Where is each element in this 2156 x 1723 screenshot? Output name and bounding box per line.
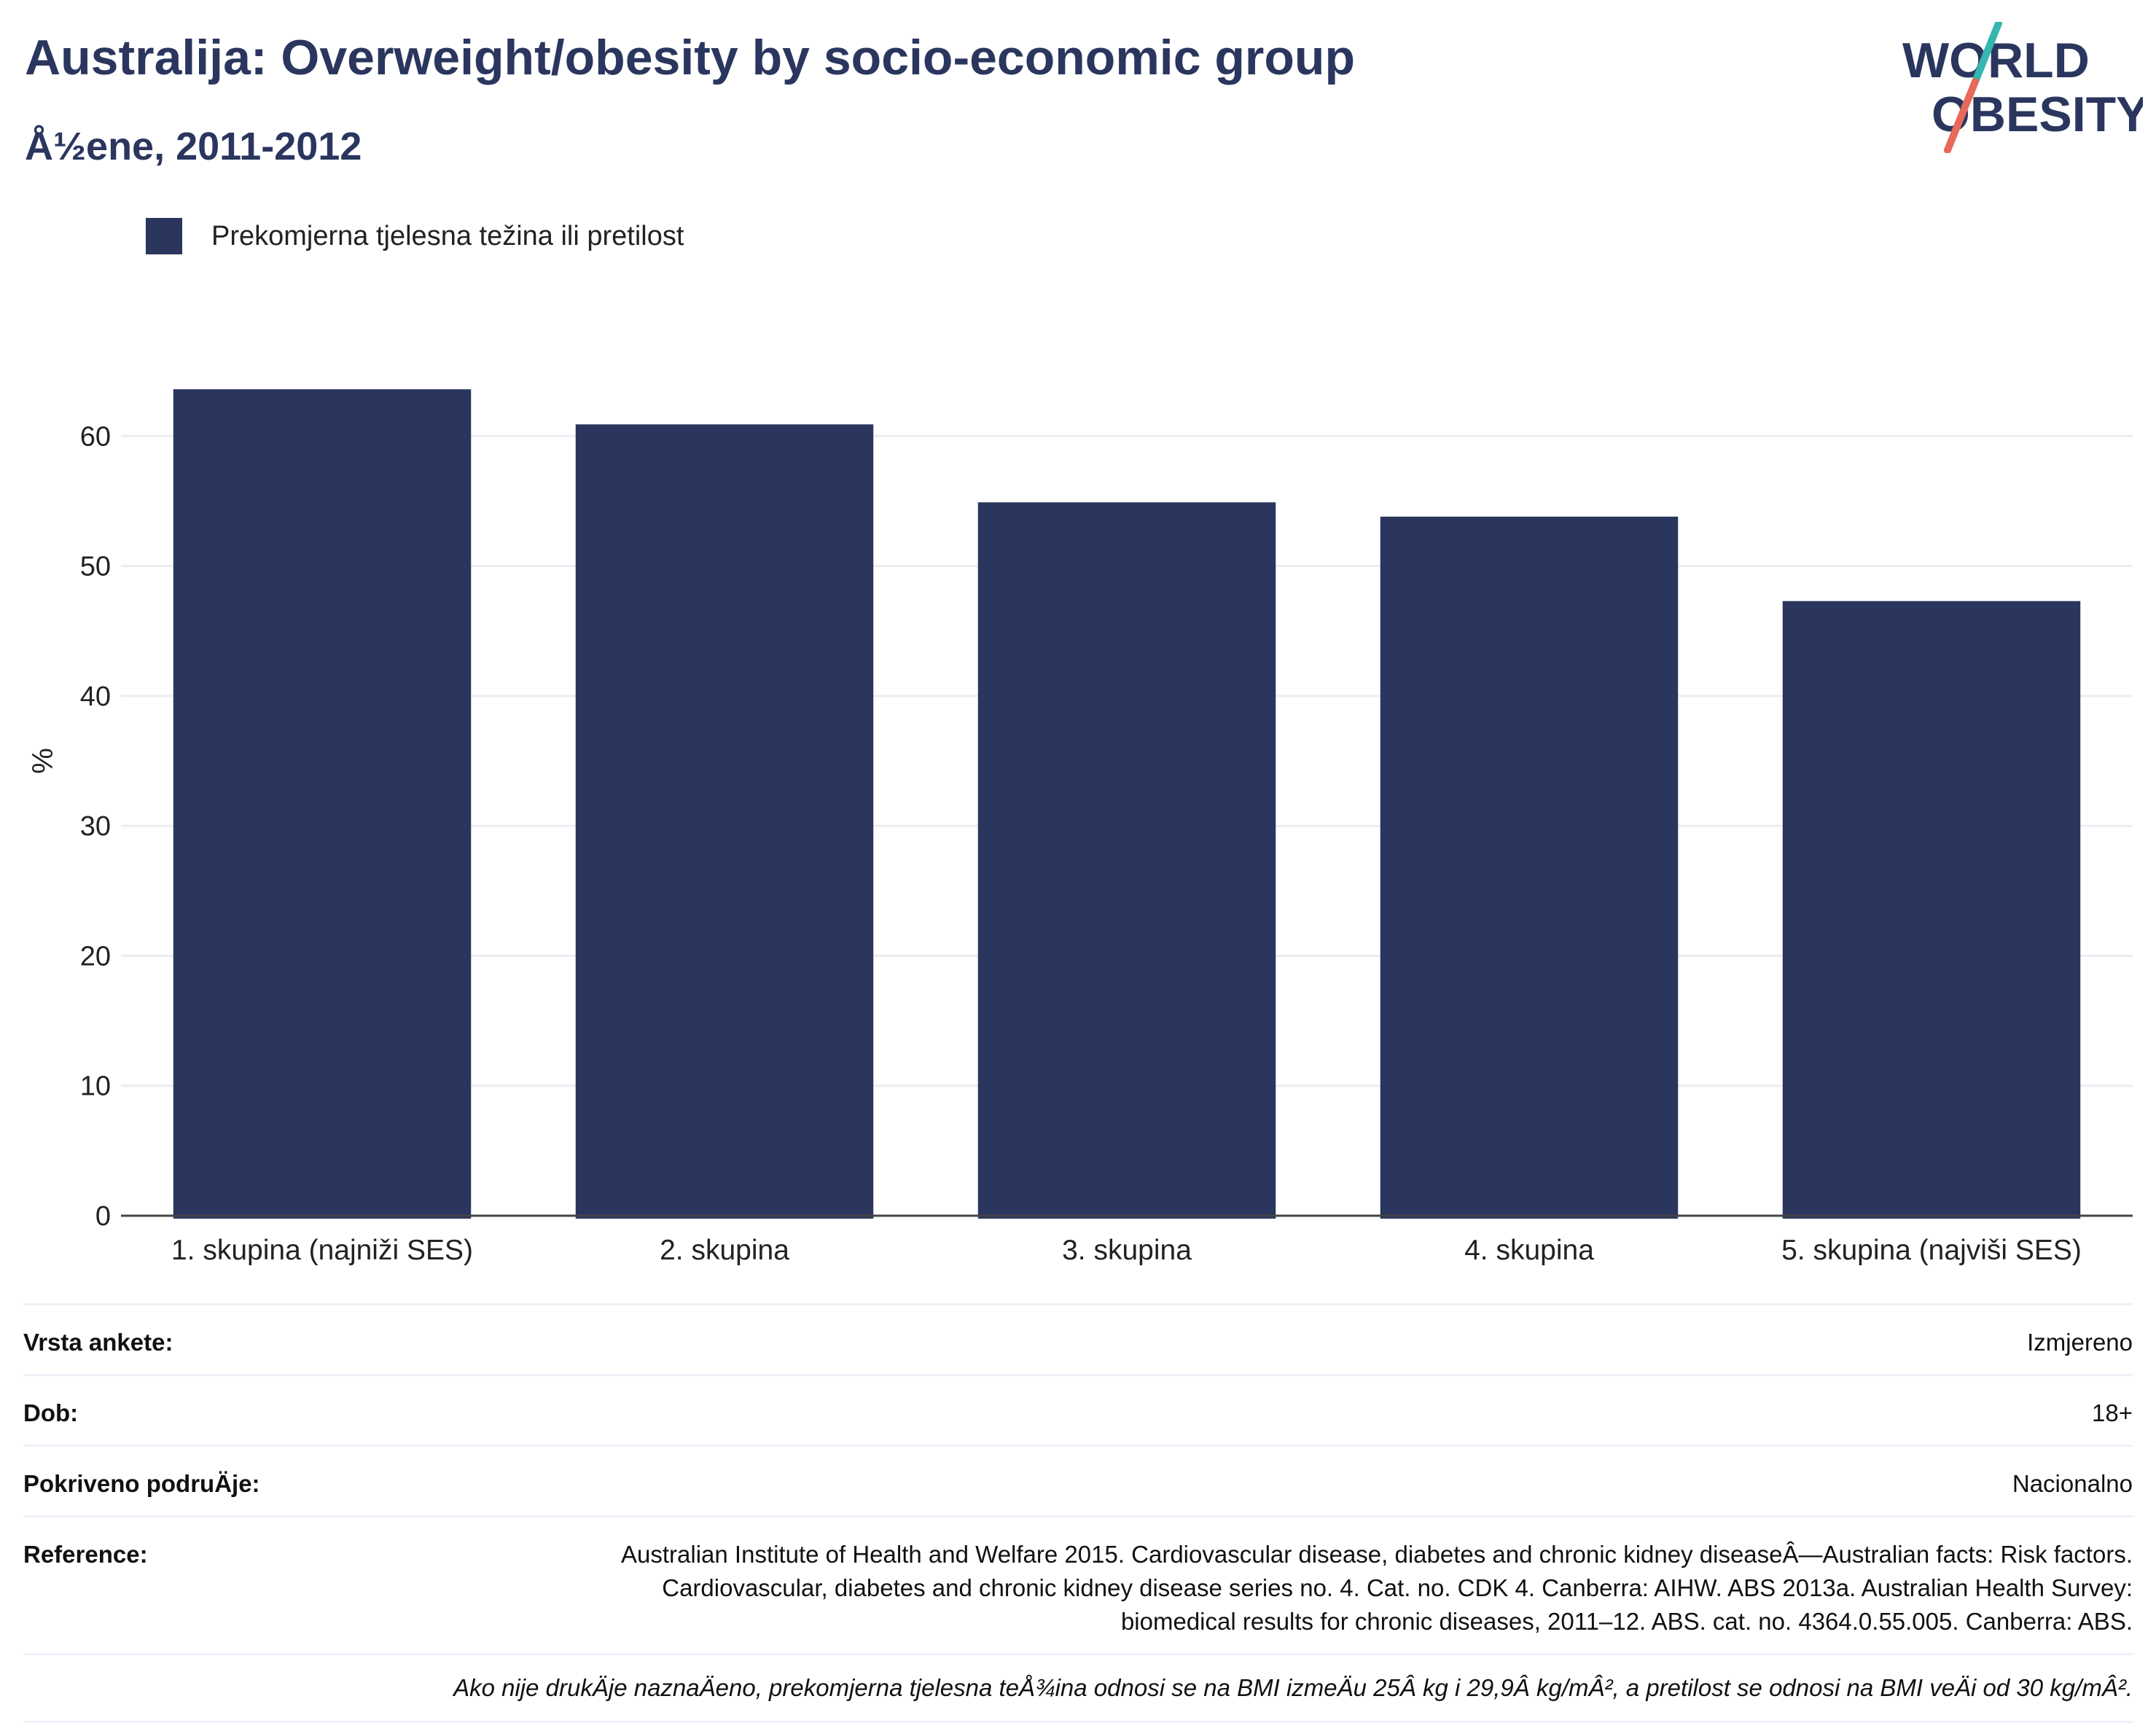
legend-label: Prekomjerna tjelesna težina ili pretilos… (211, 220, 684, 251)
chart-title: Australija: Overweight/obesity by socio-… (25, 30, 1356, 85)
bar-2 (575, 424, 874, 1219)
info-label-coverage: Pokriveno podruÄje: (23, 1470, 260, 1497)
info-row-coverage: Pokriveno podruÄje: Nacionalno (23, 1445, 2133, 1515)
y-tick-label: 20 (80, 941, 111, 972)
chart-subtitle: Å½ene, 2011-2012 (25, 125, 362, 168)
logo-slash-bottom (1944, 78, 1979, 153)
info-label-survey-type: Vrsta ankete: (23, 1329, 173, 1356)
bar-4 (1380, 516, 1679, 1219)
x-tick-label: 4. skupina (1464, 1235, 1594, 1266)
y-tick-label: 40 (80, 681, 111, 712)
info-value-age: 18+ (2092, 1399, 2133, 1426)
definition-note: Ako nije drukÄje naznaÄeno, prekomjerna … (23, 1653, 2133, 1723)
bar-3 (977, 502, 1276, 1219)
y-tick-label: 50 (80, 552, 111, 582)
y-tick-label: 60 (80, 421, 111, 452)
info-row-age: Dob: 18+ (23, 1374, 2133, 1445)
y-axis-title: % (27, 748, 59, 774)
logo-word-world: WORLD (1902, 33, 2090, 88)
info-row-reference: Reference: Australian Institute of Healt… (23, 1515, 2133, 1653)
bar-1 (173, 389, 472, 1219)
info-label-reference: Reference: (23, 1541, 148, 1568)
info-row-survey-type: Vrsta ankete: Izmjereno (23, 1303, 2133, 1374)
info-value-reference: Australian Institute of Health and Welfa… (621, 1541, 2133, 1635)
y-tick-label: 30 (80, 811, 111, 842)
info-value-survey-type: Izmjereno (2027, 1329, 2133, 1356)
bar-5 (1782, 601, 2081, 1219)
survey-info-table: Vrsta ankete: Izmjereno Dob: 18+ Pokrive… (23, 1303, 2133, 1723)
x-tick-label: 5. skupina (najviši SES) (1781, 1235, 2082, 1266)
legend-swatch (146, 218, 182, 254)
x-tick-label: 3. skupina (1062, 1235, 1192, 1266)
x-tick-label: 2. skupina (660, 1235, 789, 1266)
y-tick-label: 10 (80, 1071, 111, 1102)
info-label-age: Dob: (23, 1399, 79, 1426)
logo-slash-top (1972, 22, 2002, 85)
x-tick-label: 1. skupina (najniži SES) (171, 1235, 473, 1266)
y-tick-label: 0 (95, 1201, 111, 1232)
bar-chart: 0 10 20 30 40 50 60% 1. skupina (najniži SES) 2.… (27, 389, 2133, 1266)
world-obesity-logo: WORLD OBESITY (1902, 22, 2143, 153)
info-value-coverage: Nacionalno (2012, 1470, 2133, 1497)
legend: Prekomjerna tjelesna težina ili pretilos… (146, 216, 684, 257)
